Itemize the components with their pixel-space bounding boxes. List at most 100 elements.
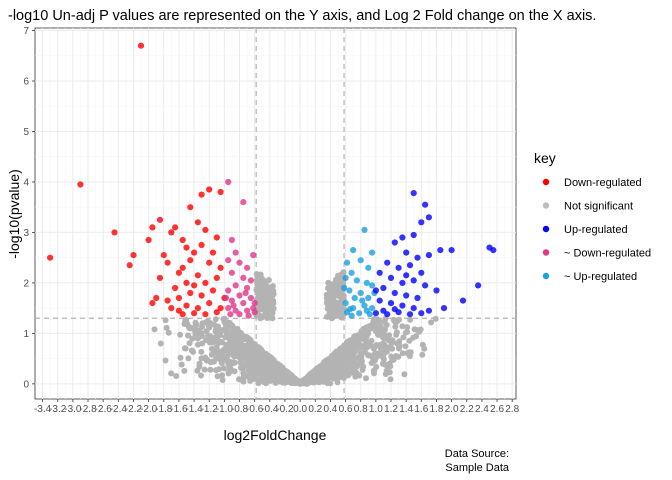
point-not-significant xyxy=(192,330,199,337)
point-not-significant xyxy=(375,322,382,329)
point-down-regulated xyxy=(187,257,194,264)
point-not-significant xyxy=(198,372,204,379)
point-not-significant xyxy=(331,354,338,361)
point-up-regulated xyxy=(425,214,432,221)
point-not-significant xyxy=(203,357,210,364)
point-not-significant xyxy=(372,356,379,363)
legend-title: key xyxy=(534,150,556,166)
point-not-significant xyxy=(178,361,185,368)
point-up-regulated xyxy=(361,302,368,309)
point-not-significant xyxy=(201,366,208,373)
point-not-significant xyxy=(392,323,399,330)
point-not-significant xyxy=(247,337,254,344)
point-up-regulated xyxy=(369,249,376,256)
point-not-significant xyxy=(399,323,406,330)
point-not-significant xyxy=(317,372,324,379)
point-up-regulated xyxy=(356,310,363,317)
y-tick-label: 6 xyxy=(23,77,29,88)
point-not-significant xyxy=(324,295,331,302)
point-not-significant xyxy=(177,331,184,338)
point-not-significant xyxy=(332,284,339,291)
point-down-regulated xyxy=(168,305,175,312)
point-not-significant xyxy=(376,342,383,348)
point-up-regulated xyxy=(410,305,417,312)
point-up-regulated xyxy=(351,294,358,302)
point-up-regulated xyxy=(425,307,432,314)
point-not-significant xyxy=(339,359,346,366)
point-not-significant xyxy=(331,302,338,309)
point-not-significant xyxy=(199,320,206,327)
point-up-regulated xyxy=(387,274,395,281)
point-down-regulated xyxy=(217,264,224,271)
x-tick-label: -1.4 xyxy=(185,404,203,415)
point-not-significant xyxy=(162,357,169,364)
point-down-regulated xyxy=(228,269,235,276)
point-not-significant xyxy=(334,379,341,386)
point-not-significant xyxy=(396,342,403,349)
point-not-significant xyxy=(406,337,413,344)
point-up-regulated xyxy=(357,289,364,297)
point-not-significant xyxy=(189,335,196,342)
point-down-regulated xyxy=(111,229,118,236)
point-up-regulated xyxy=(347,306,354,313)
point-down-regulated xyxy=(244,307,251,314)
point-up-regulated xyxy=(395,264,402,271)
x-tick-label: -2.8 xyxy=(79,404,97,415)
point-not-significant xyxy=(393,329,400,336)
point-not-significant xyxy=(278,366,284,373)
x-tick-label: 1.0 xyxy=(369,404,383,415)
point-not-significant xyxy=(232,352,239,359)
point-not-significant xyxy=(371,370,377,377)
point-down-regulated xyxy=(245,312,252,319)
point-down-regulated xyxy=(240,300,247,307)
point-not-significant xyxy=(182,317,189,324)
caption-line-2: Sample Data xyxy=(445,462,509,474)
x-tick-label: 0.6 xyxy=(339,404,353,415)
point-up-regulated xyxy=(403,249,410,256)
point-not-significant xyxy=(360,363,367,370)
point-not-significant xyxy=(231,329,238,336)
point-down-regulated xyxy=(153,294,160,302)
point-not-significant xyxy=(181,345,188,352)
point-down-regulated xyxy=(198,241,205,249)
point-not-significant xyxy=(238,348,245,355)
x-tick-label: 1.2 xyxy=(384,404,398,415)
point-not-significant xyxy=(314,365,321,372)
point-not-significant xyxy=(335,312,342,319)
point-up-regulated xyxy=(365,294,372,302)
point-not-significant xyxy=(327,310,334,316)
x-tick-label: -2.0 xyxy=(140,404,158,415)
point-not-significant xyxy=(330,375,337,382)
point-down-regulated xyxy=(251,300,258,307)
legend-swatch xyxy=(542,249,550,256)
x-tick-label: -3.2 xyxy=(49,404,67,415)
point-up-regulated xyxy=(376,297,383,304)
point-down-regulated xyxy=(213,309,220,316)
point-not-significant xyxy=(186,340,193,347)
point-up-regulated xyxy=(384,311,391,318)
point-not-significant xyxy=(204,336,211,342)
point-down-regulated xyxy=(172,284,179,292)
point-not-significant xyxy=(370,323,377,330)
point-down-regulated xyxy=(145,236,152,244)
point-down-regulated xyxy=(198,292,205,299)
point-down-regulated xyxy=(191,310,198,317)
point-not-significant xyxy=(259,349,266,356)
point-up-regulated xyxy=(348,269,355,276)
point-down-regulated xyxy=(172,224,179,231)
point-not-significant xyxy=(212,316,219,323)
point-not-significant xyxy=(385,332,392,339)
point-up-regulated xyxy=(361,226,368,233)
point-up-regulated xyxy=(342,274,349,281)
point-not-significant xyxy=(254,283,261,290)
point-down-regulated xyxy=(225,257,232,264)
point-not-significant xyxy=(380,349,387,356)
point-not-significant xyxy=(355,332,362,339)
point-not-significant xyxy=(185,355,192,362)
y-tick-label: 2 xyxy=(23,278,29,289)
point-up-regulated xyxy=(418,310,425,317)
point-up-regulated xyxy=(410,190,417,197)
point-up-regulated xyxy=(459,297,467,304)
point-not-significant xyxy=(335,374,342,381)
point-not-significant xyxy=(361,348,368,355)
